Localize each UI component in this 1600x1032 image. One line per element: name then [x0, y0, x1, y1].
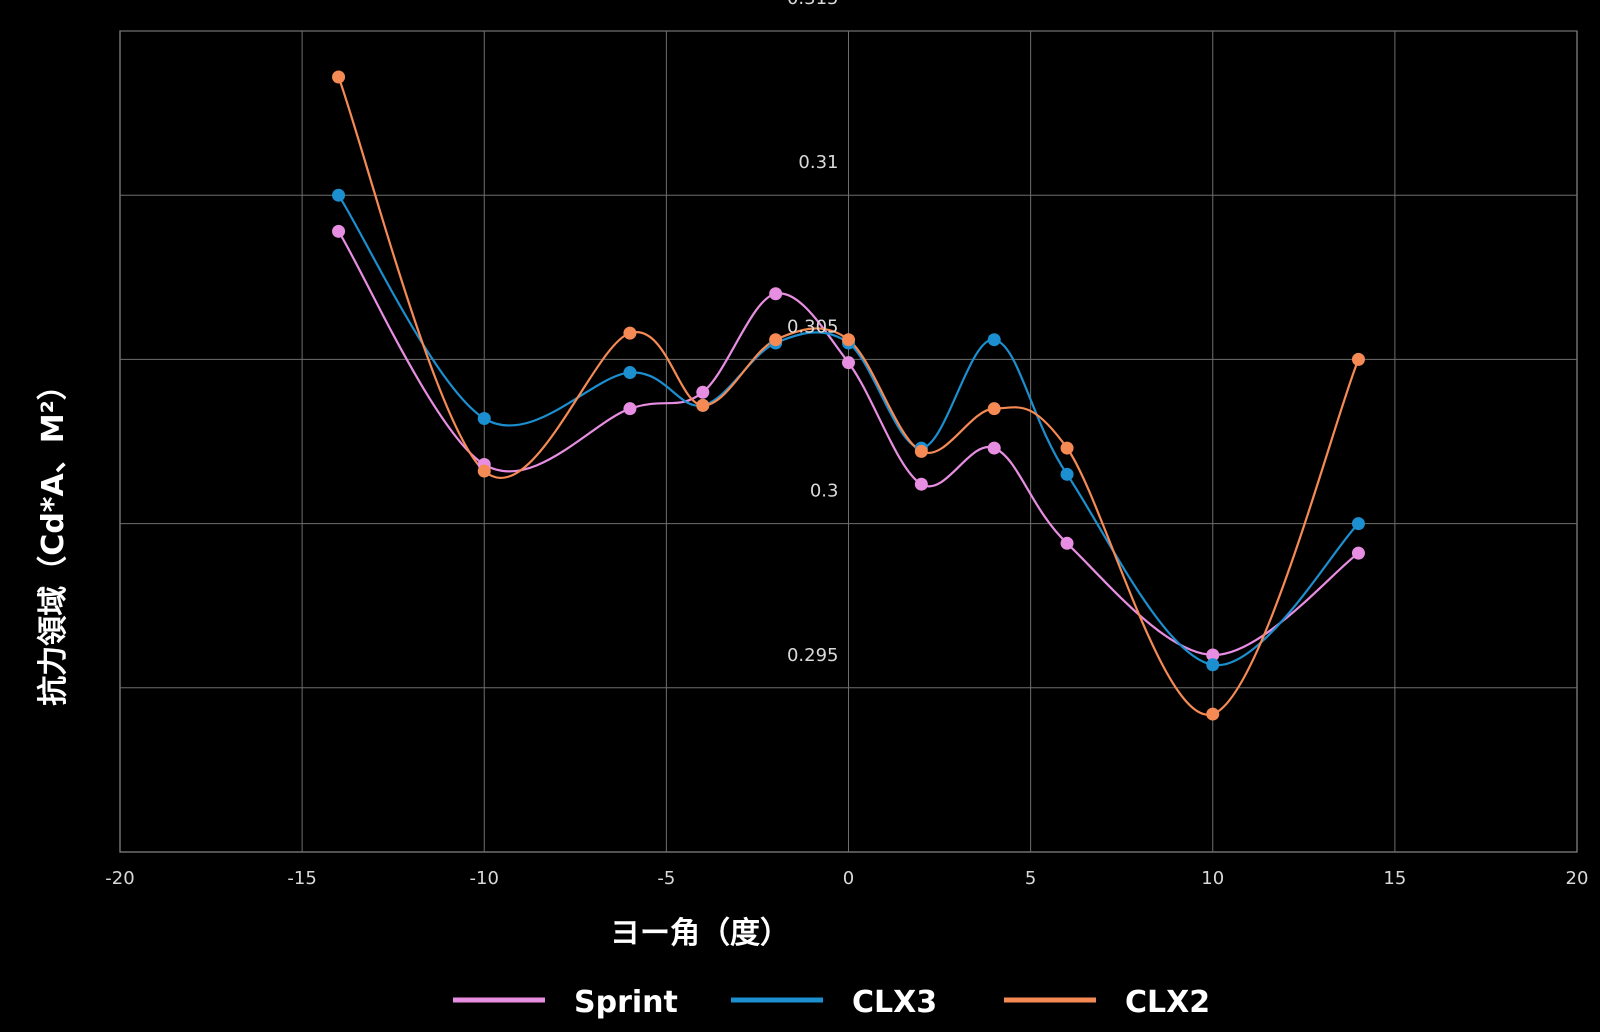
data-point-clx3 [987, 333, 1001, 347]
y-tick-label: 0.315 [787, 0, 839, 9]
data-point-sprint [696, 385, 710, 399]
y-axis-title: 抗力領域（Cd*A、M²） [36, 370, 71, 705]
legend: Sprint CLX3 CLX2 [453, 985, 1210, 1020]
data-point-clx3 [623, 366, 637, 380]
data-point-clx2 [987, 402, 1001, 416]
data-point-clx2 [1206, 707, 1220, 721]
data-point-clx3 [1351, 517, 1365, 531]
legend-label-clx2: CLX2 [1125, 985, 1210, 1020]
x-tick-label: -20 [105, 868, 134, 889]
data-point-clx2 [477, 464, 491, 478]
y-tick-label: 0.295 [787, 645, 839, 666]
data-point-clx3 [1060, 467, 1074, 481]
data-point-clx2 [623, 326, 637, 340]
y-tick-label: 0.305 [787, 316, 839, 337]
x-tick-label: -5 [657, 868, 675, 889]
data-point-sprint [1351, 546, 1365, 560]
data-point-sprint [1206, 648, 1220, 662]
data-point-sprint [623, 402, 637, 416]
data-point-clx3 [332, 188, 346, 202]
data-point-clx3 [1206, 658, 1220, 672]
y-tick-label: 0.3 [810, 481, 839, 502]
x-tick-label: 10 [1201, 868, 1224, 889]
data-point-sprint [1060, 536, 1074, 550]
data-point-clx2 [332, 70, 346, 84]
data-point-sprint [332, 224, 346, 238]
tick-labels: -20 -15 -10 -5 0 5 10 15 20 0.295 0.3 0.305 0.31 0.31… [105, 0, 1588, 889]
data-point-clx2 [842, 333, 855, 347]
legend-label-sprint: Sprint [574, 985, 678, 1020]
x-tick-label: 15 [1383, 868, 1406, 889]
x-tick-label: 20 [1566, 868, 1589, 889]
x-tick-label: 0 [843, 868, 854, 889]
series-line-clx3 [337, 194, 1360, 666]
data-point-sprint [842, 356, 855, 370]
data-point-sprint [769, 287, 783, 301]
data-point-clx2 [696, 398, 710, 412]
data-point-clx2 [914, 444, 928, 458]
x-axis-title: ヨー角（度） [610, 916, 790, 951]
data-point-clx3 [477, 412, 491, 426]
x-tick-label: -15 [287, 868, 316, 889]
y-tick-label: 0.31 [798, 152, 838, 173]
data-point-sprint [987, 441, 1001, 455]
data-point-clx2 [1351, 352, 1365, 366]
x-tick-label: -10 [470, 868, 499, 889]
grid [119, 30, 1578, 853]
series-points [332, 70, 1365, 721]
legend-label-clx3: CLX3 [852, 985, 937, 1020]
data-point-clx2 [1060, 441, 1074, 455]
x-tick-label: 5 [1025, 868, 1036, 889]
data-point-clx2 [769, 333, 783, 347]
data-point-sprint [914, 477, 928, 491]
